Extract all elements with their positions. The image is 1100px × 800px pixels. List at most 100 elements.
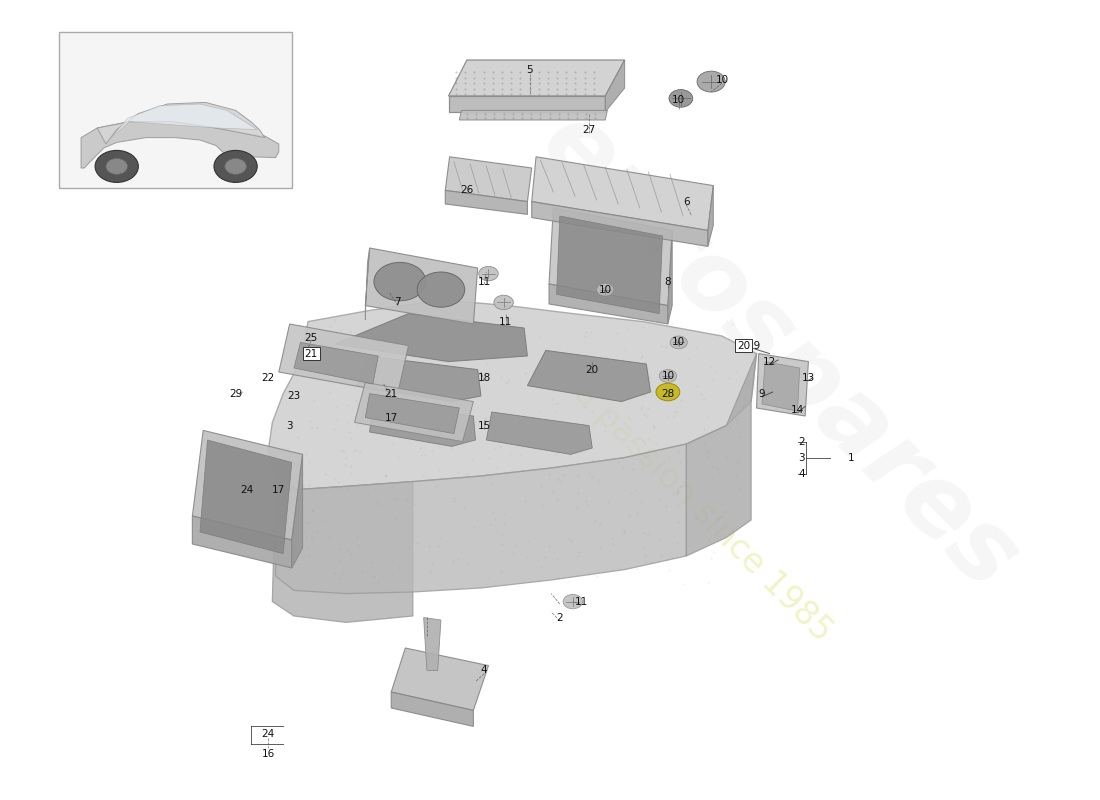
Circle shape — [659, 370, 676, 382]
Circle shape — [214, 150, 257, 182]
Polygon shape — [446, 157, 531, 202]
Circle shape — [563, 594, 583, 609]
Circle shape — [656, 383, 680, 401]
Text: 20: 20 — [585, 365, 598, 374]
Text: 16: 16 — [262, 749, 275, 758]
Text: 10: 10 — [661, 371, 674, 381]
Text: 6: 6 — [683, 197, 690, 206]
Text: 11: 11 — [575, 597, 589, 606]
Polygon shape — [686, 354, 757, 556]
Polygon shape — [276, 444, 686, 594]
Text: 18: 18 — [477, 373, 491, 382]
Text: 21: 21 — [305, 349, 318, 358]
Bar — [59, 32, 292, 188]
Polygon shape — [446, 190, 527, 214]
Polygon shape — [356, 356, 481, 402]
Polygon shape — [81, 122, 278, 168]
Text: 10: 10 — [672, 338, 685, 347]
Polygon shape — [531, 202, 708, 246]
Circle shape — [478, 266, 498, 281]
Text: 2: 2 — [799, 437, 805, 446]
Polygon shape — [557, 216, 662, 314]
Text: 11: 11 — [477, 277, 491, 286]
Circle shape — [596, 283, 614, 296]
Text: 12: 12 — [763, 357, 777, 366]
Polygon shape — [365, 394, 460, 434]
Text: 10: 10 — [598, 285, 612, 294]
Text: 27: 27 — [582, 125, 595, 134]
Text: 24: 24 — [262, 730, 275, 739]
Polygon shape — [708, 186, 713, 246]
Polygon shape — [460, 110, 607, 120]
Text: 24: 24 — [240, 485, 253, 494]
Text: a passion since 1985: a passion since 1985 — [566, 376, 838, 648]
Polygon shape — [549, 208, 672, 306]
Circle shape — [670, 336, 688, 349]
Text: 2: 2 — [557, 613, 563, 622]
Text: eurospares: eurospares — [520, 94, 1036, 610]
Circle shape — [374, 262, 426, 301]
Polygon shape — [365, 248, 370, 320]
Polygon shape — [449, 60, 625, 96]
Polygon shape — [370, 404, 475, 446]
Polygon shape — [762, 362, 800, 411]
Circle shape — [95, 150, 139, 182]
Polygon shape — [424, 618, 441, 670]
Polygon shape — [757, 354, 808, 416]
Text: 26: 26 — [460, 186, 473, 195]
Text: 19: 19 — [748, 341, 761, 350]
Polygon shape — [336, 314, 527, 362]
Polygon shape — [292, 454, 302, 568]
Text: 5: 5 — [526, 66, 532, 75]
Text: 11: 11 — [499, 317, 513, 326]
Circle shape — [494, 295, 514, 310]
Text: 13: 13 — [802, 373, 815, 382]
Circle shape — [669, 90, 693, 107]
Text: 21: 21 — [385, 389, 398, 398]
Text: 4: 4 — [799, 469, 805, 478]
Text: 17: 17 — [385, 413, 398, 422]
Polygon shape — [605, 60, 625, 112]
Polygon shape — [392, 692, 473, 726]
Polygon shape — [111, 104, 257, 138]
Text: 10: 10 — [715, 75, 728, 85]
Polygon shape — [294, 342, 378, 384]
Polygon shape — [527, 350, 650, 402]
Polygon shape — [278, 324, 408, 394]
Circle shape — [697, 71, 725, 92]
Circle shape — [417, 272, 464, 307]
Text: 22: 22 — [262, 373, 275, 382]
Text: 3: 3 — [286, 421, 293, 430]
Polygon shape — [549, 284, 668, 324]
Polygon shape — [668, 230, 672, 324]
Text: 14: 14 — [791, 405, 804, 414]
Polygon shape — [531, 157, 713, 230]
Text: 20: 20 — [737, 341, 750, 350]
Polygon shape — [97, 102, 265, 144]
Circle shape — [106, 158, 128, 174]
Text: 10: 10 — [672, 95, 685, 105]
Circle shape — [224, 158, 246, 174]
Text: 3: 3 — [799, 453, 805, 462]
Text: 29: 29 — [229, 389, 242, 398]
Text: 17: 17 — [272, 485, 286, 494]
Polygon shape — [392, 648, 488, 710]
Polygon shape — [268, 300, 757, 490]
Polygon shape — [192, 430, 303, 540]
Text: 8: 8 — [664, 277, 671, 286]
Polygon shape — [192, 516, 292, 568]
Polygon shape — [449, 96, 605, 112]
Polygon shape — [486, 412, 592, 454]
Text: 1: 1 — [848, 453, 855, 462]
Polygon shape — [200, 440, 292, 554]
Text: 9: 9 — [759, 389, 766, 398]
Text: 28: 28 — [661, 389, 674, 398]
Polygon shape — [273, 476, 412, 622]
Text: 7: 7 — [395, 298, 402, 307]
Text: 25: 25 — [305, 333, 318, 342]
Polygon shape — [365, 248, 477, 324]
Polygon shape — [354, 382, 473, 442]
Text: 23: 23 — [287, 391, 300, 401]
Text: 4: 4 — [481, 666, 487, 675]
Text: 15: 15 — [477, 421, 491, 430]
